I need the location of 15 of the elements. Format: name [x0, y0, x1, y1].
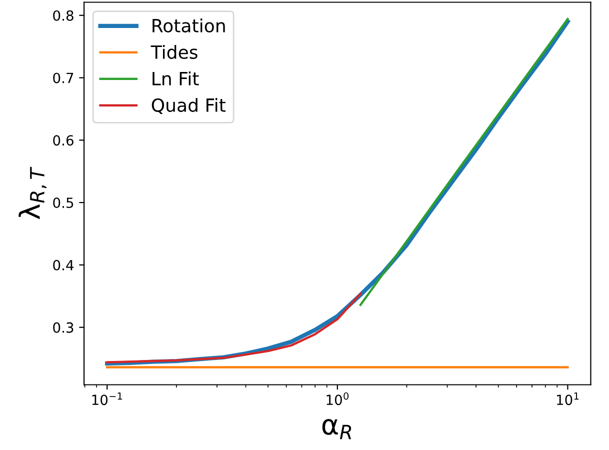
x-tick-label: 10$^{1}$: [557, 392, 579, 406]
y-tick-label: 0.5: [53, 198, 74, 208]
x-tick-label: 10$^{−1}$: [92, 392, 122, 406]
y-tick-label: 0.3: [53, 322, 74, 333]
x-axis-title: α$_{R}$: [322, 419, 352, 440]
legend-label: Ln Fit: [152, 72, 199, 86]
y-axis-title: λ$_{R,T}$: [18, 166, 47, 220]
legend-label: Tides: [150, 45, 198, 59]
y-tick-label: 0.7: [53, 72, 74, 84]
y-tick-label: 0.6: [53, 135, 74, 146]
y-tick-label: 0.4: [53, 260, 74, 270]
legend-label: Rotation: [152, 18, 225, 32]
y-tick-label: 0.8: [53, 10, 74, 21]
x-tick-label: 10$^{0}$: [326, 392, 349, 406]
legend-label: Quad Fit: [152, 98, 226, 114]
